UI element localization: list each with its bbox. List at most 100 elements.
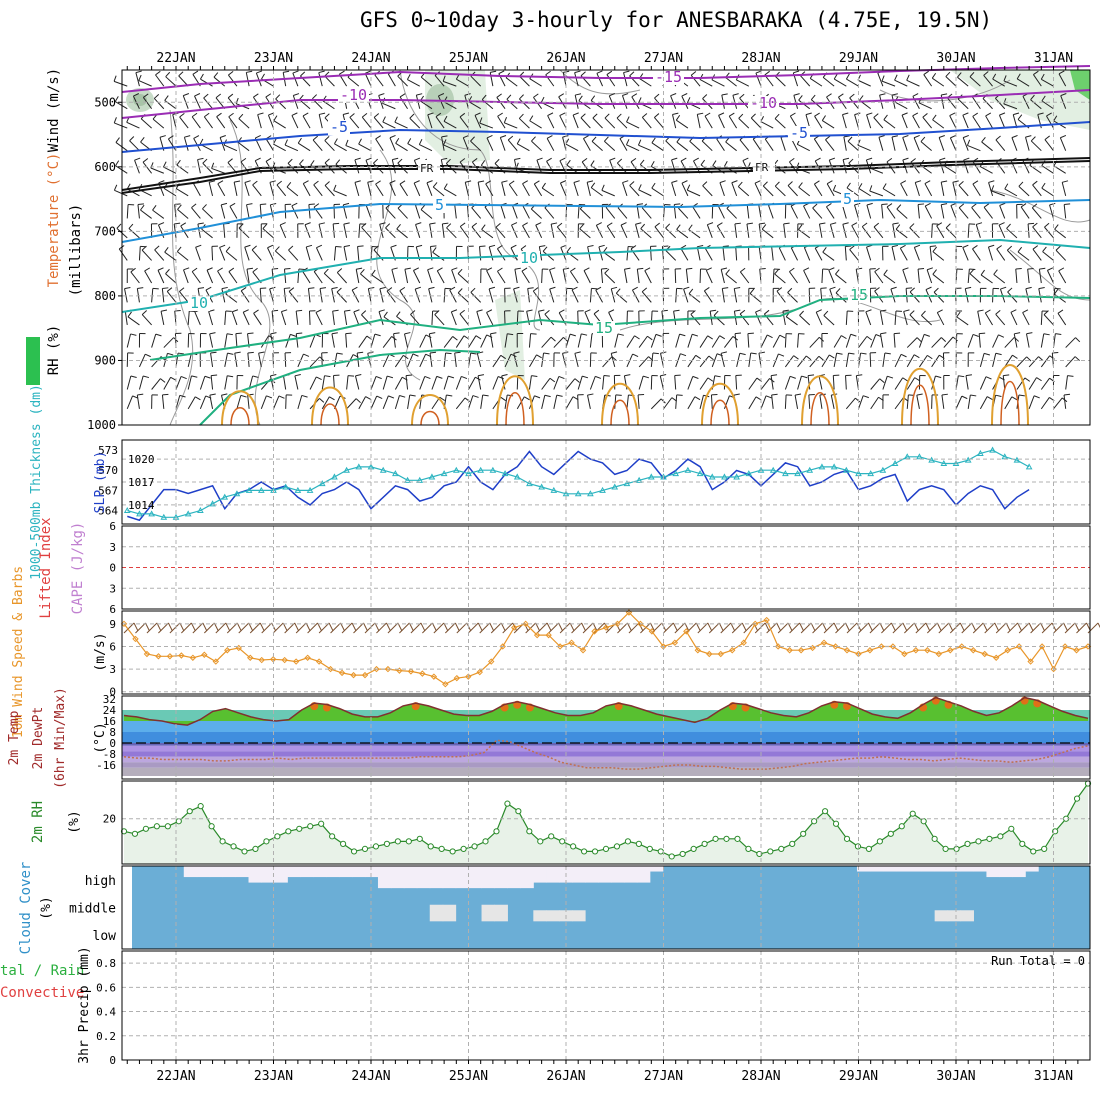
wind-barb <box>518 118 530 129</box>
wind-barb <box>501 182 506 196</box>
wind-barb <box>1028 377 1037 390</box>
wind10-barb <box>1053 622 1064 634</box>
wind-barb <box>412 353 419 357</box>
isotherm-label: -5 <box>790 124 808 142</box>
isotherm-label-bg <box>593 321 615 336</box>
wind-barb <box>357 246 360 261</box>
wind-barb <box>887 375 894 379</box>
wind-barb <box>292 70 299 74</box>
wind-barb <box>536 157 543 161</box>
wind-barb <box>935 375 942 379</box>
wind-barb <box>972 96 981 110</box>
wind-barb <box>349 113 355 118</box>
wind-barb <box>316 244 323 249</box>
wind-barb <box>638 97 642 104</box>
rh-point <box>887 830 894 837</box>
wind-barb <box>687 189 701 197</box>
wind-barb <box>996 245 1002 250</box>
wind-barb <box>390 244 397 248</box>
wind-barb <box>500 396 507 402</box>
wind-barb <box>622 180 629 184</box>
wind-barb <box>321 396 330 410</box>
wind-barb <box>202 204 207 210</box>
wind-barb <box>1031 207 1042 219</box>
slp-tick-label: 1017 <box>128 476 155 489</box>
panel-frame-cloud <box>121 865 1091 950</box>
cloud-high-gap <box>572 866 586 883</box>
wind-barb <box>1041 95 1046 102</box>
wind-barb <box>894 354 902 368</box>
wind-barb <box>774 269 779 275</box>
rh-tick-label: 20 <box>103 813 116 826</box>
wind-barb <box>1020 206 1030 219</box>
wind10-barb <box>190 622 196 632</box>
wind-barb <box>378 311 384 326</box>
wind-barb <box>141 314 152 326</box>
wind-barb <box>522 183 530 197</box>
wind10-barb <box>971 622 977 632</box>
wind-barb <box>707 335 713 340</box>
wind-barb <box>1054 228 1066 239</box>
isotherm-line <box>121 198 1091 243</box>
wind-barb <box>227 158 233 163</box>
wind-barb <box>687 355 697 368</box>
wind-barb <box>909 314 920 326</box>
wind10-barb <box>422 622 433 634</box>
wind-barb <box>484 206 494 219</box>
wind-barb <box>529 115 534 122</box>
wind-barb <box>1017 114 1023 120</box>
wind-barb <box>891 244 898 248</box>
wind-barb <box>933 291 945 303</box>
wind-barb <box>261 73 265 80</box>
wind-barb <box>578 95 583 101</box>
wind-barb <box>428 286 435 290</box>
wind-barb <box>152 287 159 290</box>
wind10-point <box>315 658 323 665</box>
wind-barb <box>443 188 457 197</box>
wind-barb <box>835 288 841 294</box>
wind-barb <box>833 78 847 87</box>
wind-barb <box>784 333 787 348</box>
cloud-high-gap <box>999 866 1013 878</box>
wind-barb <box>930 245 937 247</box>
wind-barb <box>708 355 714 361</box>
wind-barb <box>542 246 548 252</box>
wind-barb <box>173 223 177 238</box>
wind-barb <box>199 395 207 410</box>
wind-barb <box>391 269 396 284</box>
wind-barb <box>688 224 693 230</box>
cape-ylabel: CAPE (J/kg) <box>70 522 86 615</box>
wind-barb <box>360 268 365 275</box>
wind-barb <box>495 226 506 239</box>
wind-barb <box>275 250 287 261</box>
wind-barb <box>463 134 470 139</box>
wind-barb <box>856 267 863 270</box>
wind-barb <box>203 93 209 99</box>
wind10-tick-label: 6 <box>109 640 116 653</box>
wind-barb <box>191 112 198 118</box>
cloud-level-label: high <box>85 874 116 889</box>
wind-barb <box>680 244 687 249</box>
wind-barb <box>138 353 146 368</box>
cloud-high-gap <box>248 866 262 883</box>
wind10-barb <box>638 622 644 632</box>
wind-barb <box>313 203 320 208</box>
wind-barb <box>626 116 630 123</box>
temp-ylabel-text: 2m DewPt <box>31 707 46 770</box>
wind-barb <box>224 333 228 348</box>
wind-barb <box>404 332 411 335</box>
wind-barb <box>809 355 820 368</box>
wind-barb <box>291 115 299 129</box>
wind-barb <box>481 94 487 100</box>
wind-barb <box>457 288 463 294</box>
wind-barb <box>161 288 165 303</box>
wind-barb <box>262 228 274 239</box>
thickness-point <box>501 470 509 477</box>
wind-barb <box>604 113 610 119</box>
wind-barb <box>474 112 481 116</box>
wind-barb <box>670 95 677 109</box>
wind-barb <box>361 223 367 228</box>
wind-barb <box>810 94 816 100</box>
wind-barb <box>514 157 521 161</box>
wind-barb <box>413 182 421 197</box>
